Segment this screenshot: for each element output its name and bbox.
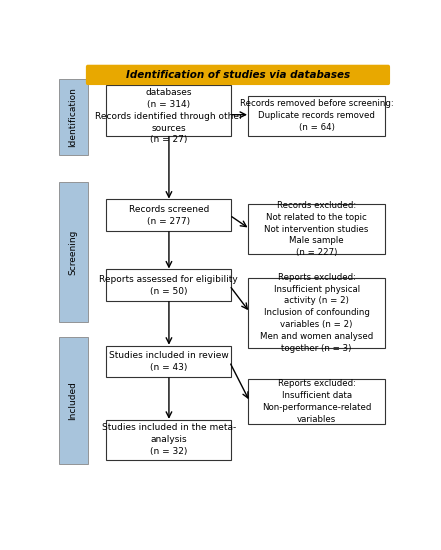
- Text: Identification: Identification: [68, 87, 78, 147]
- FancyBboxPatch shape: [248, 379, 385, 424]
- Text: Reports excluded:
Insufficient data
Non-performance-related
variables: Reports excluded: Insufficient data Non-…: [262, 379, 371, 424]
- Text: Studies included in the meta-
analysis
(n = 32): Studies included in the meta- analysis (…: [101, 424, 236, 456]
- FancyBboxPatch shape: [106, 85, 231, 136]
- FancyBboxPatch shape: [248, 278, 385, 348]
- Text: Screening: Screening: [68, 230, 78, 275]
- Text: Identification of studies via databases: Identification of studies via databases: [126, 70, 350, 80]
- Text: Reports assessed for eligibility
(n = 50): Reports assessed for eligibility (n = 50…: [99, 275, 238, 295]
- FancyBboxPatch shape: [106, 420, 231, 460]
- Text: Records identified from
databases
(n = 314)
Records identified through other
sou: Records identified from databases (n = 3…: [95, 76, 243, 145]
- Text: Included: Included: [68, 381, 78, 420]
- FancyBboxPatch shape: [59, 337, 88, 464]
- FancyBboxPatch shape: [106, 345, 231, 377]
- FancyBboxPatch shape: [106, 200, 231, 231]
- Text: Records excluded:
Not related to the topic
Not intervention studies
Male sample
: Records excluded: Not related to the top…: [265, 201, 369, 257]
- Text: Studies included in review
(n = 43): Studies included in review (n = 43): [109, 351, 228, 372]
- Text: Records screened
(n = 277): Records screened (n = 277): [129, 205, 209, 226]
- FancyBboxPatch shape: [248, 96, 385, 136]
- Text: Records removed before screening:
Duplicate records removed
(n = 64): Records removed before screening: Duplic…: [240, 100, 393, 132]
- FancyBboxPatch shape: [248, 204, 385, 255]
- FancyBboxPatch shape: [59, 79, 88, 155]
- FancyBboxPatch shape: [86, 65, 390, 85]
- Text: Reports excluded:
Insufficient physical
activity (n = 2)
Inclusion of confoundin: Reports excluded: Insufficient physical …: [260, 273, 373, 353]
- FancyBboxPatch shape: [106, 270, 231, 301]
- FancyBboxPatch shape: [59, 183, 88, 322]
